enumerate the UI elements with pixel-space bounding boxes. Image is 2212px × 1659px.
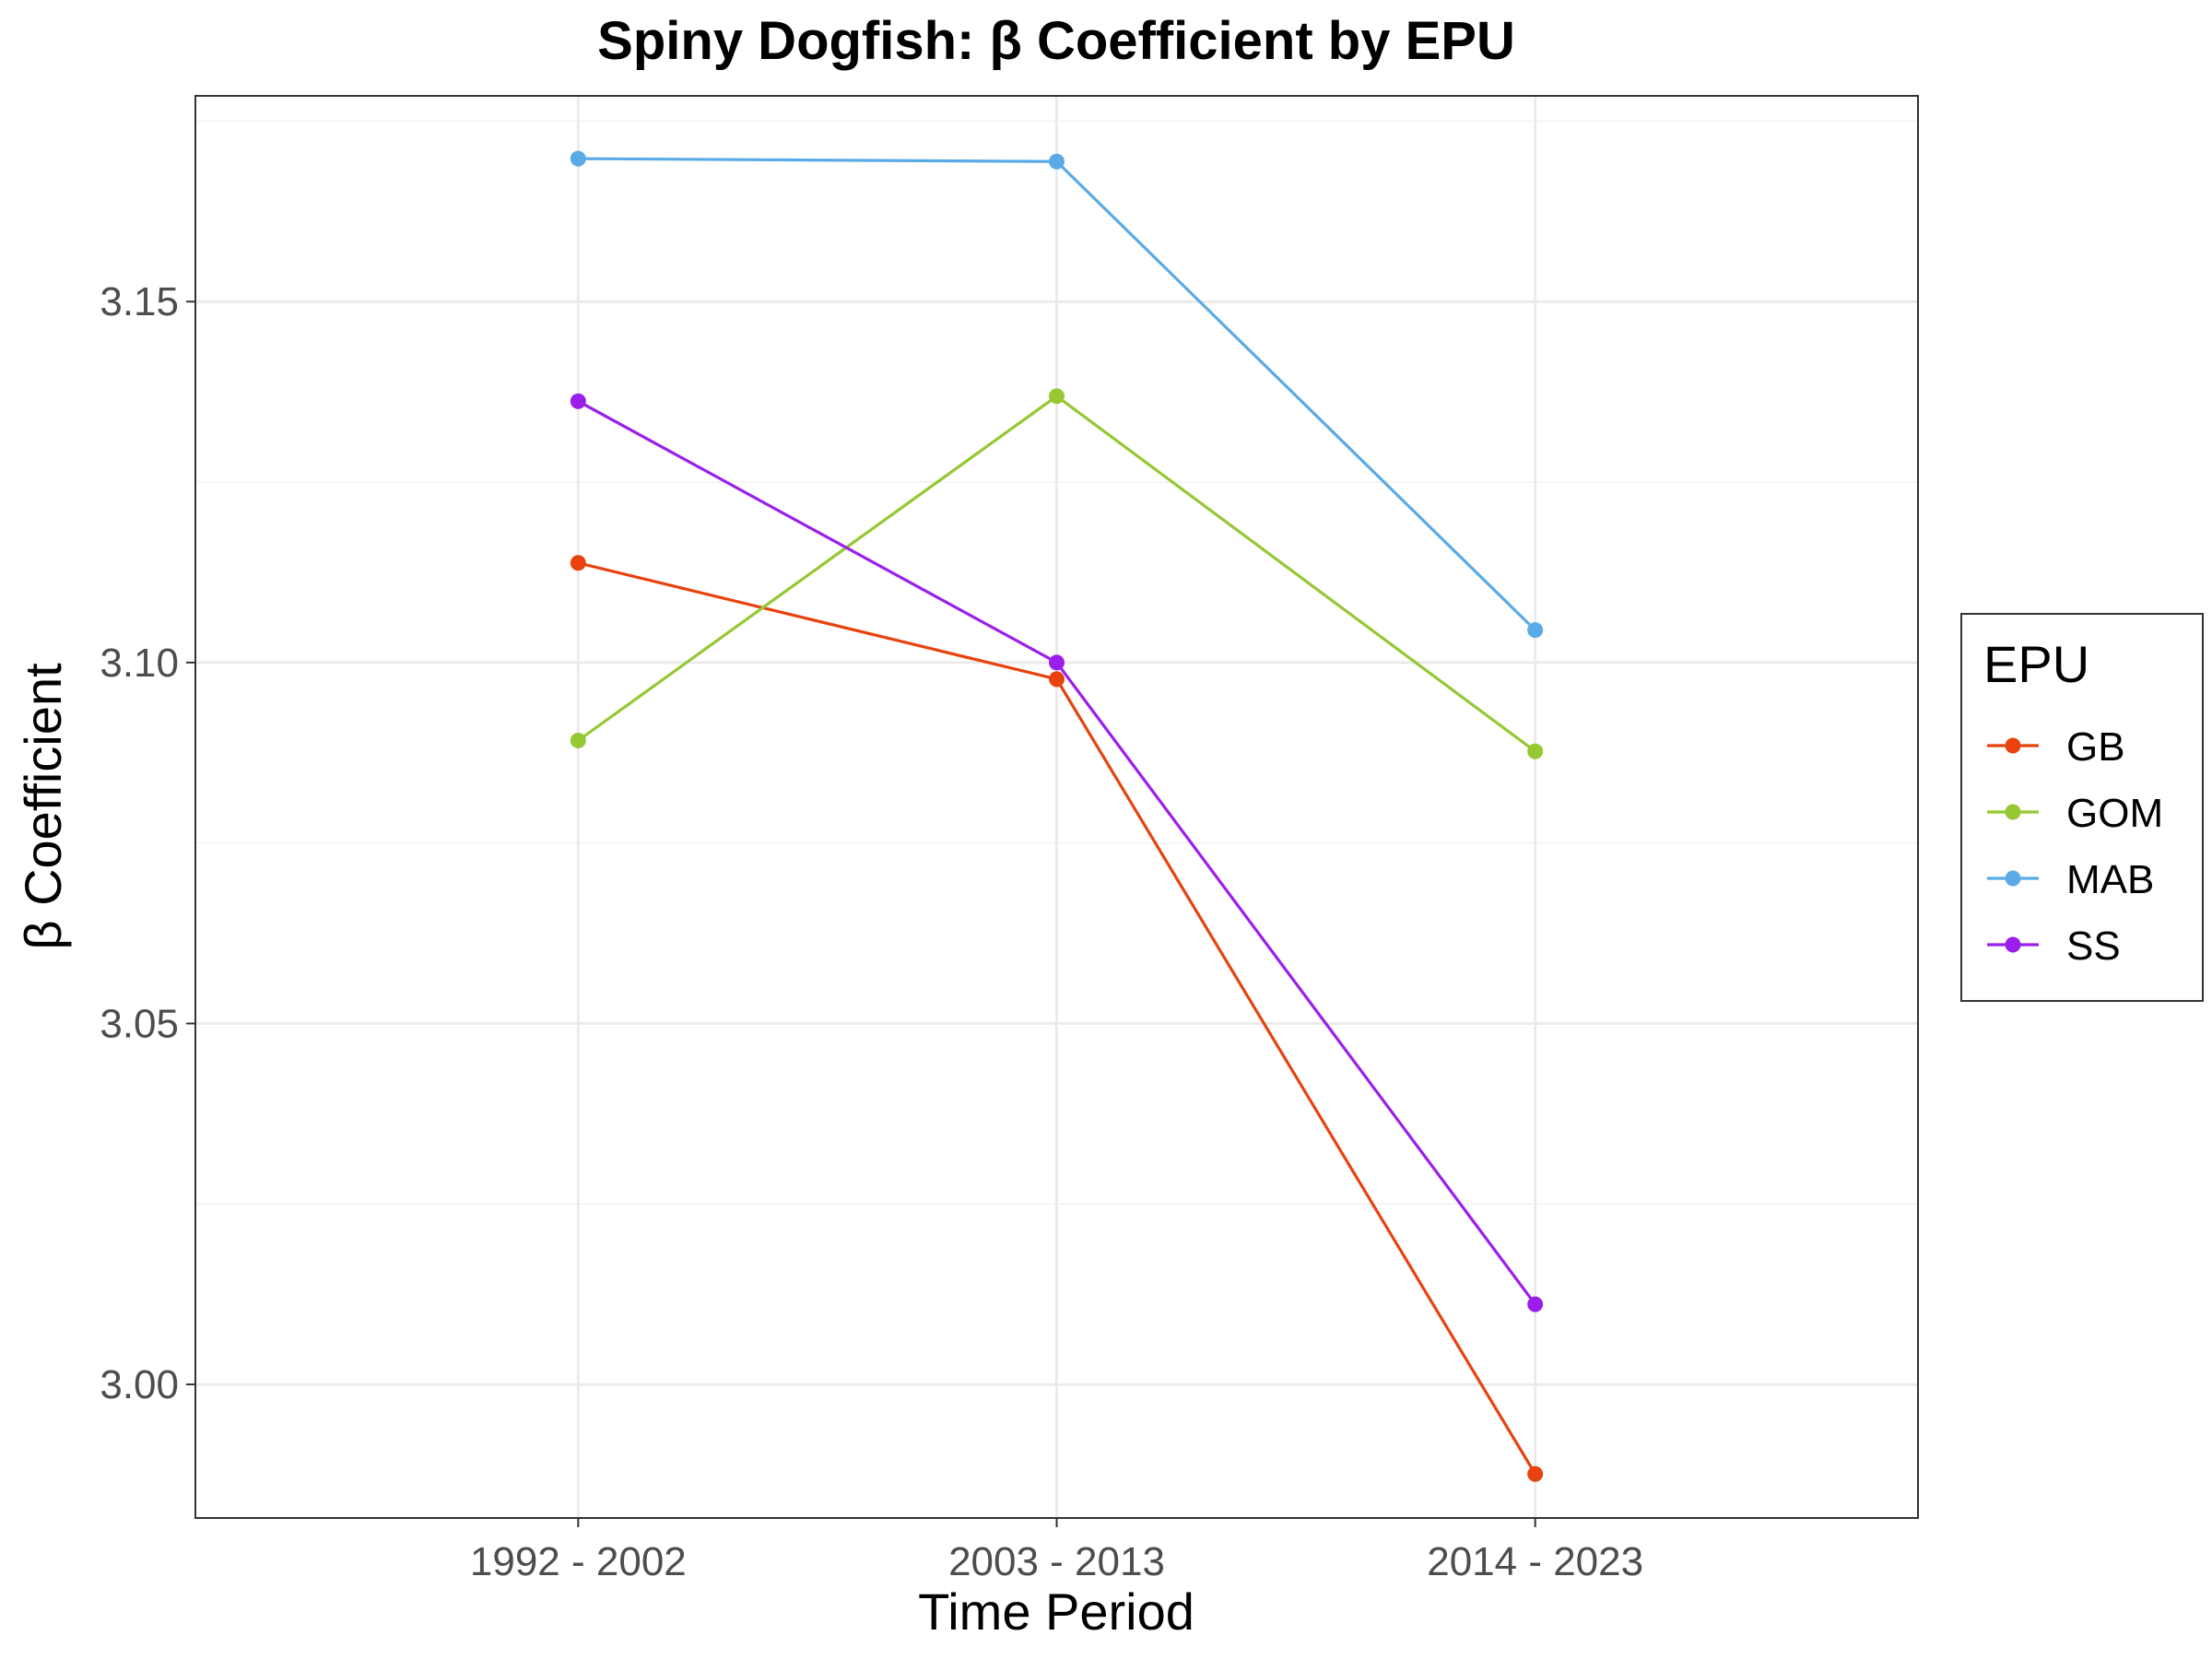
legend-key-point-mab	[2005, 870, 2021, 887]
y-axis-title: β Coefficient	[14, 663, 72, 950]
legend-title: EPU	[1983, 635, 2089, 693]
data-point-gb	[1527, 1465, 1544, 1482]
series-lines	[570, 150, 1544, 1482]
x-tick-label: 2003 - 2013	[948, 1539, 1165, 1584]
data-point-gom	[1527, 743, 1544, 759]
x-axis-title: Time Period	[918, 1583, 1194, 1641]
data-point-mab	[570, 150, 586, 167]
legend-box	[1960, 613, 2204, 1002]
data-point-mab	[1049, 153, 1065, 170]
axes: 3.00 3.05 3.10 3.15 1992 - 2002 2003 - 2013 20…	[100, 279, 1643, 1584]
legend-label-mab: MAB	[2066, 857, 2154, 902]
legend-label-gom: GOM	[2066, 791, 2163, 836]
data-point-gb	[1049, 671, 1065, 688]
data-point-gom	[1049, 388, 1065, 405]
data-point-gb	[570, 555, 586, 571]
data-point-ss	[570, 393, 586, 409]
legend: EPU GB GOM MAB SS	[1960, 613, 2204, 1002]
data-point-ss	[1527, 1296, 1544, 1312]
grid-lines	[195, 96, 1918, 1518]
legend-key-point-gb	[2005, 737, 2021, 754]
x-tick-label: 2014 - 2023	[1427, 1539, 1643, 1584]
chart-title: Spiny Dogfish: β Coefficient by EPU	[597, 11, 1515, 71]
y-tick-label: 3.00	[100, 1362, 179, 1407]
data-point-mab	[1527, 622, 1544, 639]
y-tick-label: 3.05	[100, 1001, 179, 1046]
data-point-gom	[570, 732, 586, 748]
y-tick-label: 3.10	[100, 641, 179, 686]
legend-label-ss: SS	[2066, 924, 2121, 969]
data-point-ss	[1049, 654, 1065, 671]
y-tick-label: 3.15	[100, 279, 179, 324]
legend-label-gb: GB	[2066, 724, 2125, 770]
legend-key-point-ss	[2005, 936, 2021, 953]
legend-key-point-gom	[2005, 804, 2021, 820]
x-tick-label: 1992 - 2002	[470, 1539, 687, 1584]
